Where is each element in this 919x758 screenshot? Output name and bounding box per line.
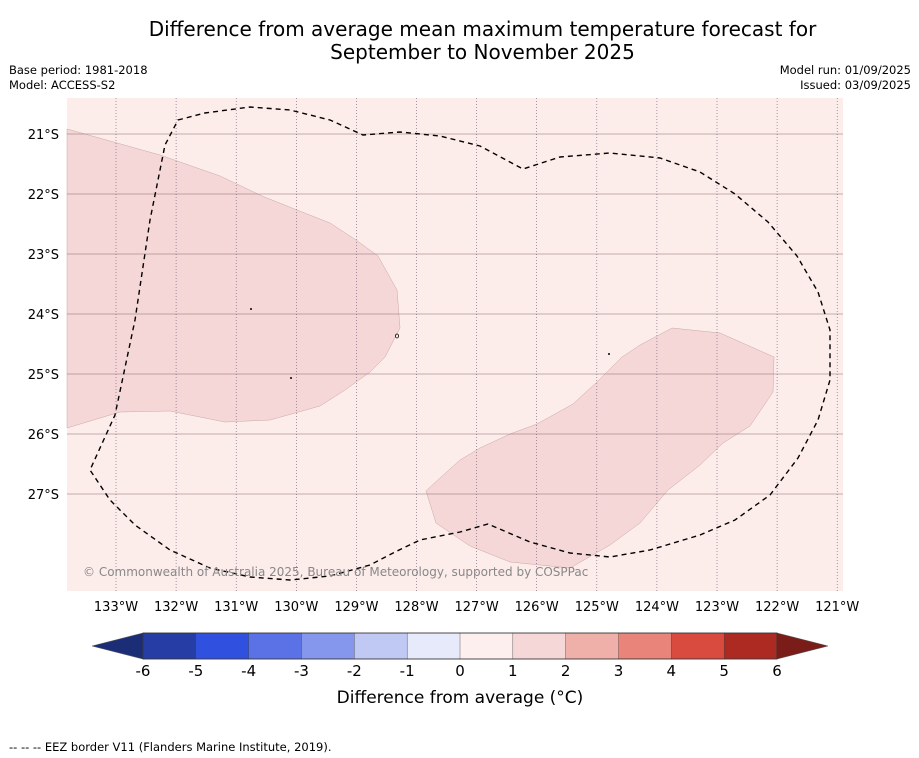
island-markers <box>250 308 610 379</box>
graticule <box>67 98 843 591</box>
colorbar-cell <box>459 632 514 660</box>
colorbar-tick: -4 <box>241 662 256 680</box>
colorbar-cells <box>142 632 778 660</box>
colorbar-tick: 0 <box>455 662 465 680</box>
colorbar-over-arrow <box>776 632 829 660</box>
colorbar-cell <box>512 632 567 660</box>
anomaly-shapes <box>66 128 775 569</box>
longitude-labels: 133°W 132°W 131°W 130°W 129°W 128°W 127°W 126°W… <box>94 600 860 615</box>
lon-label: 129°W <box>334 600 378 615</box>
anomaly-region-west <box>66 128 401 429</box>
lat-label: 23°S <box>28 248 59 263</box>
colorbar-tick: -6 <box>136 662 151 680</box>
colorbar-cell <box>142 632 197 660</box>
colorbar-tick-labels: -6 -5 -4 -3 -2 -1 0 1 2 3 4 5 6 <box>136 662 782 680</box>
meta-left: Base period: 1981-2018 Model: ACCESS-S2 <box>9 63 148 93</box>
base-period: Base period: 1981-2018 <box>9 63 148 77</box>
colorbar-cell <box>618 632 672 660</box>
colorbar-cell <box>195 632 250 660</box>
colorbar-tick: 4 <box>667 662 677 680</box>
eez-legend-note: -- -- -- EEZ border V11 (Flanders Marine… <box>9 740 332 754</box>
colorbar-cell <box>406 632 461 660</box>
colorbar-cell <box>301 632 355 660</box>
lon-label: 130°W <box>274 600 318 615</box>
colorbar-tick: -2 <box>347 662 362 680</box>
lon-label: 131°W <box>214 600 258 615</box>
lat-label: 24°S <box>28 308 59 323</box>
lat-label: 25°S <box>28 368 59 383</box>
latitude-labels: 21°S 22°S 23°S 24°S 25°S 26°S 27°S <box>28 128 59 503</box>
colorbar-tick: -5 <box>188 662 203 680</box>
copyright-notice: © Commonwealth of Australia 2025, Bureau… <box>83 565 589 579</box>
colorbar-tick: 6 <box>772 662 782 680</box>
model-run: Model run: 01/09/2025 <box>779 63 911 77</box>
title-line-1: Difference from average mean maximum tem… <box>148 17 817 41</box>
lat-label: 27°S <box>28 488 59 503</box>
lat-label: 22°S <box>28 188 59 203</box>
lat-label: 21°S <box>28 128 59 143</box>
lon-label: 128°W <box>394 600 438 615</box>
map-panel: 21°S22°S23°S24°S25°S26°S27°S 133°W 132°W 1… <box>28 98 860 615</box>
colorbar-tick: 5 <box>719 662 729 680</box>
lon-label: 121°W <box>815 600 859 615</box>
lat-label: 26°S <box>28 428 59 443</box>
colorbar-tick: 1 <box>508 662 518 680</box>
lon-label: 126°W <box>515 600 559 615</box>
chart-title: Difference from average mean maximum tem… <box>0 18 919 64</box>
colorbar-tick: -3 <box>294 662 309 680</box>
lon-label: 133°W <box>94 600 138 615</box>
colorbar: -6 -5 -4 -3 -2 -1 0 1 2 3 4 5 6 <box>91 632 829 680</box>
meta-right: Model run: 01/09/2025 Issued: 03/09/2025 <box>780 63 911 93</box>
colorbar-frame <box>142 632 778 660</box>
colorbar-under-arrow <box>91 632 144 660</box>
lon-label: 127°W <box>455 600 499 615</box>
title-line-2: September to November 2025 <box>330 40 635 64</box>
colorbar-label: Difference from average (°C) <box>336 688 584 708</box>
colorbar-cell <box>565 632 620 660</box>
lon-label: 122°W <box>755 600 799 615</box>
issued-date: Issued: 03/09/2025 <box>800 78 911 92</box>
colorbar-tick: 3 <box>614 662 624 680</box>
lon-label: 124°W <box>635 600 679 615</box>
lon-label: 123°W <box>695 600 739 615</box>
lon-label: 132°W <box>154 600 198 615</box>
colorbar-cell <box>248 632 303 660</box>
lon-label: 125°W <box>575 600 619 615</box>
colorbar-cell <box>354 632 408 660</box>
colorbar-tick: 2 <box>561 662 571 680</box>
colorbar-tick: -1 <box>400 662 415 680</box>
colorbar-cell <box>723 632 778 660</box>
colorbar-cell <box>671 632 725 660</box>
eez-border <box>89 106 831 581</box>
model-name: Model: ACCESS-S2 <box>9 78 116 92</box>
